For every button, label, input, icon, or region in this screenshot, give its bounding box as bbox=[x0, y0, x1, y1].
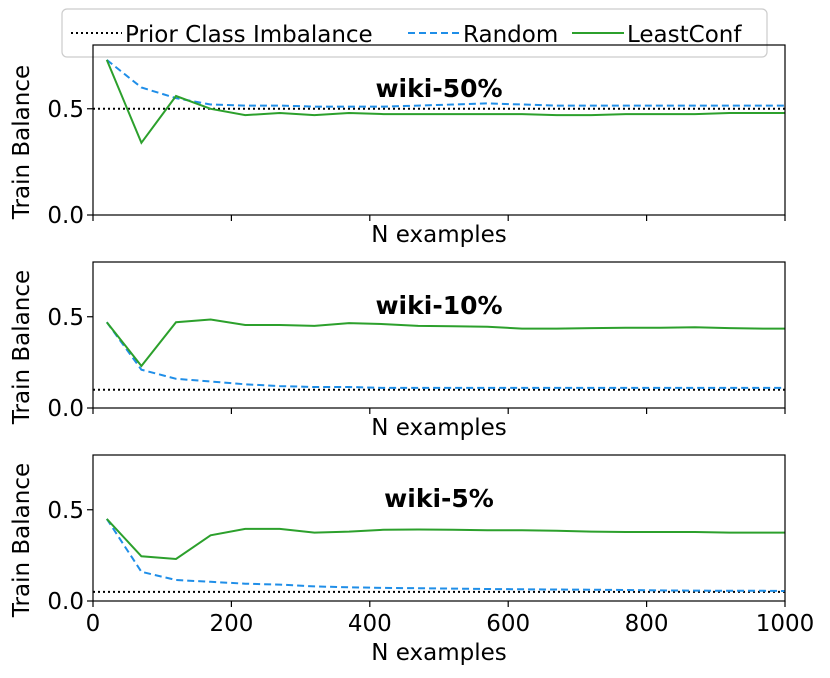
ytick-label-0-1: 0.5 bbox=[47, 97, 84, 123]
panel-frame-2 bbox=[92, 454, 786, 602]
panel-1: 0.0 0.5 wiki-10% N examples Train Balance bbox=[9, 261, 786, 441]
legend-label-1: Random bbox=[463, 22, 558, 48]
ytick-label-2-1: 0.5 bbox=[47, 498, 84, 524]
panel-frame-0 bbox=[92, 44, 786, 216]
panel-2: 0.0 0.5 0 200 400 600 800 1000 wiki-5% N examples… bbox=[9, 454, 815, 666]
xtick-label-2-0: 0 bbox=[86, 611, 101, 637]
ytick-label-2-0: 0.0 bbox=[47, 589, 84, 615]
legend-label-0: Prior Class Imbalance bbox=[125, 22, 373, 48]
xtick-label-2-1: 200 bbox=[209, 611, 253, 637]
series-line-random-2 bbox=[105, 518, 785, 592]
panel-title-0: wiki-50% bbox=[375, 74, 502, 103]
ytick-label-0-0: 0.0 bbox=[47, 203, 84, 229]
y-axis-label-0: Train Balance bbox=[9, 65, 35, 220]
series-line-leastconf-2 bbox=[106, 518, 785, 561]
x-axis-label-0: N examples bbox=[371, 222, 507, 248]
panel-frame-1 bbox=[92, 261, 786, 409]
panel-title-2: wiki-5% bbox=[384, 484, 494, 513]
panel-title-1: wiki-10% bbox=[375, 291, 502, 320]
series-line-random-0 bbox=[106, 59, 785, 108]
series-line-random-1 bbox=[105, 321, 785, 389]
legend-label-2: LeastConf bbox=[627, 22, 742, 48]
ytick-label-1-1: 0.5 bbox=[47, 305, 84, 331]
series-line-leastconf-0 bbox=[105, 59, 785, 145]
panel-0: 0.0 0.5 wiki-50% N examples Train Balance bbox=[9, 44, 786, 248]
x-axis-label-2: N examples bbox=[371, 640, 507, 666]
xtick-label-2-2: 400 bbox=[348, 611, 392, 637]
xtick-label-2-3: 600 bbox=[486, 611, 530, 637]
x-axis-label-1: N examples bbox=[371, 415, 507, 441]
legend: Prior Class Imbalance Random LeastConf bbox=[61, 8, 768, 58]
y-axis-label-2: Train Balance bbox=[9, 463, 35, 618]
series-line-leastconf-1 bbox=[106, 318, 785, 368]
xtick-label-2-5: 1000 bbox=[756, 611, 815, 637]
y-axis-label-1: Train Balance bbox=[9, 270, 35, 425]
xtick-label-2-4: 800 bbox=[625, 611, 669, 637]
ytick-label-1-0: 0.0 bbox=[47, 396, 84, 422]
